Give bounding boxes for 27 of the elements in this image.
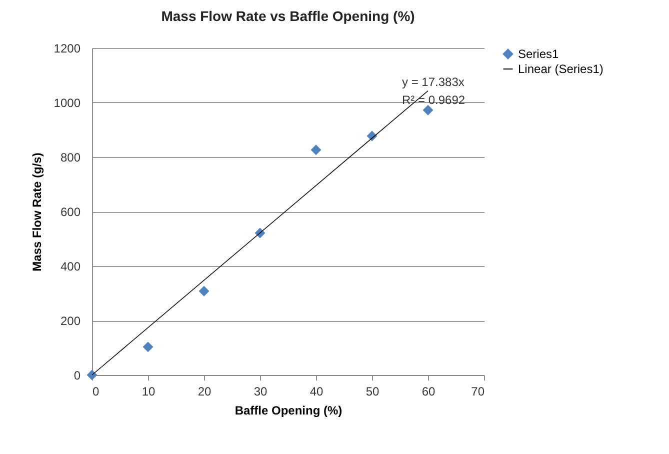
legend-label: Series1	[518, 47, 560, 61]
x-axis-title: Baffle Opening (%)	[234, 404, 342, 418]
point	[310, 144, 322, 156]
annotation: R² = 0.9692	[402, 93, 466, 107]
point	[198, 286, 210, 296]
point	[86, 370, 98, 380]
point	[142, 342, 154, 352]
y-tick-label: 0	[74, 368, 81, 382]
x-tick-label: 10	[142, 384, 156, 398]
x-tick-label: 40	[310, 384, 324, 398]
y-tick-label: 600	[60, 205, 81, 219]
point	[422, 104, 434, 116]
y-tick-label: 400	[60, 260, 81, 274]
y-tick-label: 200	[60, 314, 81, 328]
y-tick-label: 1200	[54, 42, 81, 56]
x-tick-label: 30	[254, 384, 268, 398]
y-tick-label: 800	[60, 150, 81, 164]
legend-label: Linear (Series1)	[518, 62, 604, 76]
x-tick-label: 50	[366, 384, 380, 398]
x-tick-label: 0	[92, 384, 100, 398]
annotation: y = 17.383x	[402, 75, 464, 89]
x-tick-label: 20	[198, 384, 212, 398]
y-axis-title: Mass Flow Rate (g/s)	[30, 152, 44, 272]
x-tick-label: 70	[471, 384, 485, 398]
x-tick-label: 60	[422, 384, 436, 398]
y-tick-label: 1000	[54, 96, 81, 110]
chart-title: Mass Flow Rate vs Baffle Opening (%)	[161, 8, 415, 24]
